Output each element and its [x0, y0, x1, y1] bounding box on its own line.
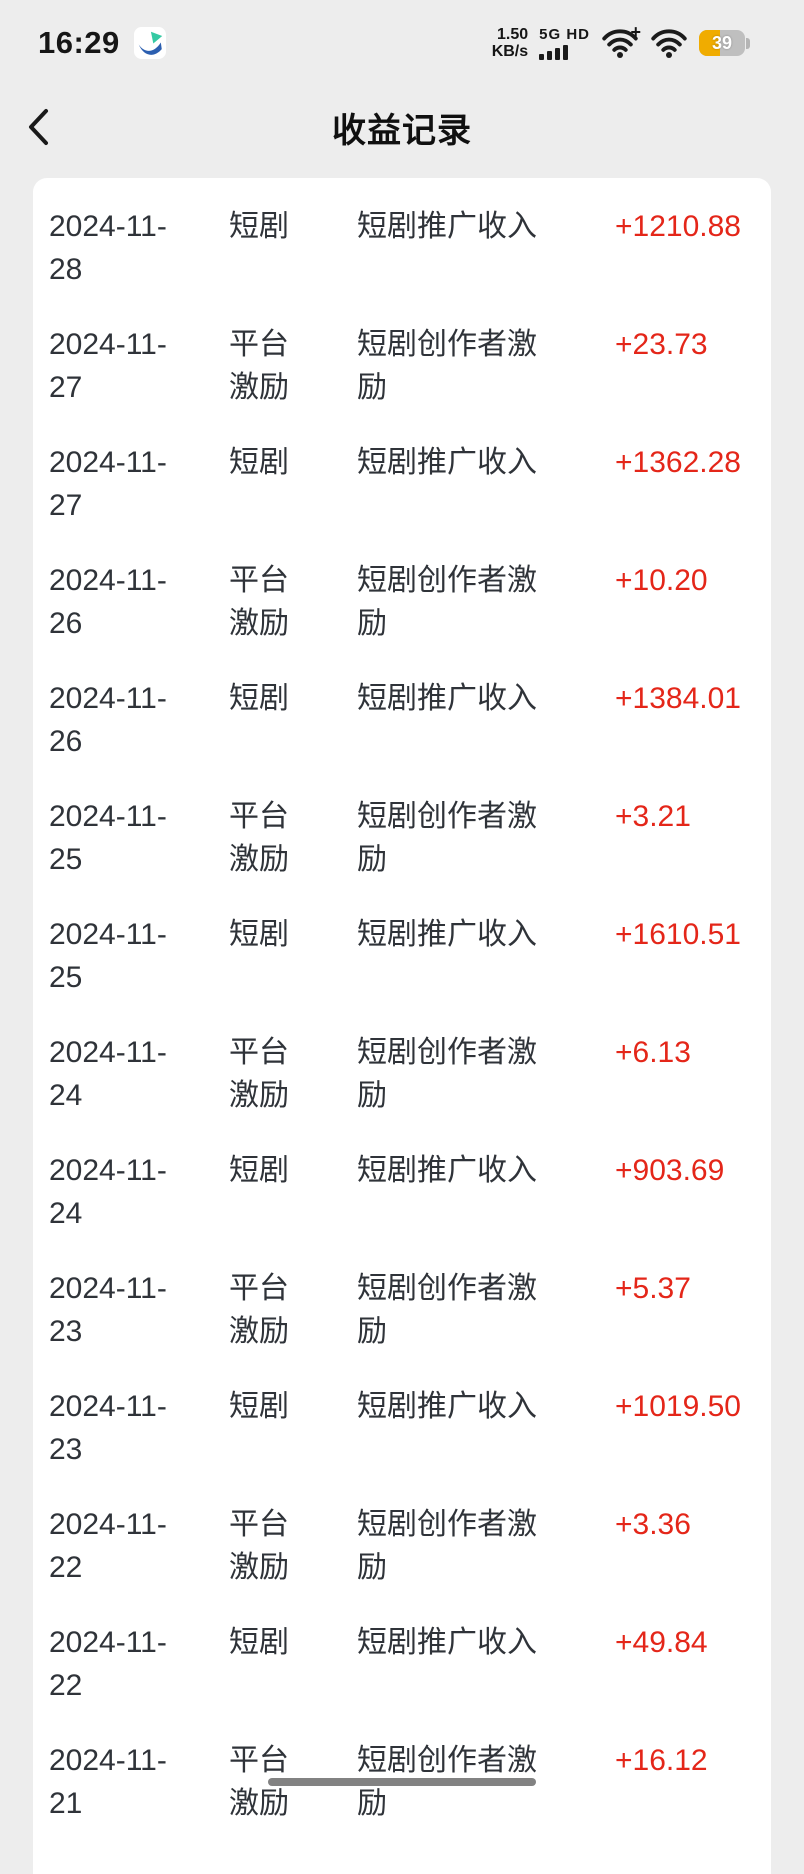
- record-date: 2024-11-25: [49, 800, 167, 876]
- record-row: 2024-11-24 平台激励 短剧创作者激励 +6.13: [49, 1008, 755, 1126]
- record-amount: +1610.51: [615, 918, 741, 951]
- record-type: 短剧: [229, 210, 289, 243]
- record-date: 2024-11-26: [49, 682, 167, 758]
- record-row: 2024-11-26 短剧 短剧推广收入 +1384.01: [49, 654, 755, 772]
- record-date: 2024-11-24: [49, 1154, 167, 1230]
- record-type: 短剧: [229, 918, 289, 951]
- record-row: 2024-11-22 短剧 短剧推广收入 +49.84: [49, 1598, 755, 1716]
- record-desc: 短剧创作者激励: [357, 1272, 537, 1348]
- record-desc: 短剧推广收入: [357, 1154, 537, 1187]
- record-date: 2024-11-23: [49, 1272, 167, 1348]
- record-row: 2024-11-24 短剧 短剧推广收入 +903.69: [49, 1126, 755, 1244]
- record-date: 2024-11-24: [49, 1036, 167, 1112]
- record-date: 2024-11-21: [49, 1744, 167, 1820]
- record-desc: 短剧创作者激励: [357, 564, 537, 640]
- record-amount: +10.20: [615, 564, 708, 597]
- gesture-handle[interactable]: [268, 1778, 536, 1786]
- back-button[interactable]: [26, 105, 56, 149]
- record-amount: +6.13: [615, 1036, 691, 1069]
- signal-bars-icon: [539, 44, 569, 60]
- record-type: 短剧: [229, 1390, 289, 1423]
- record-row: 2024-11-23 平台激励 短剧创作者激励 +5.37: [49, 1244, 755, 1362]
- battery-icon: 39: [699, 30, 750, 56]
- record-desc: 短剧创作者激励: [357, 1508, 537, 1584]
- record-type: 平台激励: [229, 800, 289, 876]
- record-amount: +1384.01: [615, 682, 741, 715]
- record-amount: +23.73: [615, 328, 708, 361]
- record-row: 2024-11-23 短剧 短剧推广收入 +1019.50: [49, 1362, 755, 1480]
- record-type: 平台激励: [229, 328, 289, 404]
- record-amount: +49.84: [615, 1626, 708, 1659]
- app-notification-icon: [133, 27, 166, 59]
- status-bar: 16:29 1.50 KB/s 5G HD +: [0, 0, 804, 76]
- record-type: 短剧: [229, 1154, 289, 1187]
- record-row: 2024-11-27 短剧 短剧推广收入 +1362.28: [49, 418, 755, 536]
- wifi-plus-icon: +: [601, 23, 641, 59]
- record-date: 2024-11-26: [49, 564, 167, 640]
- record-date: 2024-11-22: [49, 1508, 167, 1584]
- record-date: 2024-11-23: [49, 1390, 167, 1466]
- record-date: 2024-11-27: [49, 446, 167, 522]
- wifi-icon: [650, 27, 688, 59]
- record-desc: 短剧推广收入: [357, 1390, 537, 1423]
- record-amount: +903.69: [615, 1154, 725, 1187]
- record-row: 2024-11-25 平台激励 短剧创作者激励 +3.21: [49, 772, 755, 890]
- record-desc: 短剧推广收入: [357, 210, 537, 243]
- cellular-signal: 5G HD: [539, 26, 590, 60]
- record-type: 短剧: [229, 1626, 289, 1659]
- record-row: 2024-11-25 短剧 短剧推广收入 +1610.51: [49, 890, 755, 1008]
- battery-percent: 39: [711, 32, 733, 53]
- record-row: 2024-11-28 短剧 短剧推广收入 +1210.88: [49, 182, 755, 300]
- status-indicators: 1.50 KB/s 5G HD +: [491, 23, 750, 60]
- record-amount: +1210.88: [615, 210, 741, 243]
- clock: 16:29: [38, 25, 120, 60]
- record-desc: 短剧创作者激励: [357, 1036, 537, 1112]
- record-type: 平台激励: [229, 1272, 289, 1348]
- income-record-list: 2024-11-28 短剧 短剧推广收入 +1210.88 2024-11-27…: [33, 178, 771, 1874]
- record-date: 2024-11-28: [49, 210, 167, 286]
- record-amount: +3.21: [615, 800, 691, 833]
- record-desc: 短剧推广收入: [357, 918, 537, 951]
- record-amount: +16.12: [615, 1744, 708, 1777]
- chevron-left-icon: [29, 109, 48, 145]
- record-date: 2024-11-27: [49, 328, 167, 404]
- record-amount: +1019.50: [615, 1390, 741, 1423]
- page-title: 收益记录: [332, 111, 472, 150]
- record-row: 2024-11-22 平台激励 短剧创作者激励 +3.36: [49, 1480, 755, 1598]
- network-speed: 1.50 KB/s: [491, 26, 529, 60]
- record-desc: 短剧创作者激励: [357, 328, 537, 404]
- record-desc: 短剧推广收入: [357, 1626, 537, 1659]
- header: 收益记录: [0, 76, 804, 178]
- record-row: 2024-11-26 平台激励 短剧创作者激励 +10.20: [49, 536, 755, 654]
- record-type: 平台激励: [229, 1036, 289, 1112]
- record-type: 平台激励: [229, 564, 289, 640]
- record-type: 短剧: [229, 682, 289, 715]
- record-amount: +3.36: [615, 1508, 691, 1541]
- record-desc: 短剧推广收入: [357, 682, 537, 715]
- record-row: 2024-11-27 平台激励 短剧创作者激励 +23.73: [49, 300, 755, 418]
- record-date: 2024-11-22: [49, 1626, 167, 1702]
- record-row: 2024-11-21 平台激励 短剧创作者激励 +16.12: [49, 1716, 755, 1834]
- record-amount: +1362.28: [615, 446, 741, 479]
- record-type: 平台激励: [229, 1508, 289, 1584]
- record-type: 短剧: [229, 446, 289, 479]
- record-date: 2024-11-25: [49, 918, 167, 994]
- record-desc: 短剧创作者激励: [357, 800, 537, 876]
- record-amount: +5.37: [615, 1272, 691, 1305]
- record-desc: 短剧推广收入: [357, 446, 537, 479]
